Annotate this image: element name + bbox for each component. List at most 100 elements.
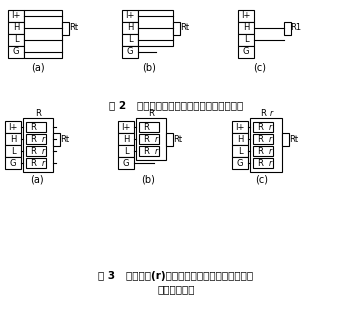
Text: L: L bbox=[244, 35, 248, 44]
Bar bbox=[62, 22, 69, 34]
Text: (c): (c) bbox=[256, 175, 269, 185]
Text: R: R bbox=[143, 122, 149, 131]
Text: R: R bbox=[35, 110, 41, 119]
Text: (b): (b) bbox=[142, 62, 156, 72]
Bar bbox=[122, 22, 138, 34]
Text: r: r bbox=[41, 135, 44, 143]
Text: G: G bbox=[13, 48, 19, 57]
Bar bbox=[166, 132, 173, 146]
Bar bbox=[122, 46, 138, 58]
Text: r: r bbox=[268, 122, 271, 131]
Text: G: G bbox=[10, 158, 16, 167]
Text: R: R bbox=[30, 146, 36, 156]
Bar bbox=[8, 22, 24, 34]
Bar bbox=[26, 158, 46, 168]
Bar bbox=[8, 46, 24, 58]
Bar bbox=[122, 10, 138, 22]
Bar bbox=[118, 145, 134, 157]
Bar bbox=[253, 146, 273, 156]
Bar bbox=[26, 146, 46, 156]
Bar bbox=[238, 22, 254, 34]
Text: r: r bbox=[268, 135, 271, 143]
Bar bbox=[118, 121, 134, 133]
Bar bbox=[232, 121, 248, 133]
Text: I+: I+ bbox=[121, 122, 131, 131]
Bar bbox=[26, 134, 46, 144]
Text: R1: R1 bbox=[291, 23, 301, 33]
Text: R: R bbox=[257, 135, 263, 143]
Text: I+: I+ bbox=[235, 122, 245, 131]
Text: R: R bbox=[257, 122, 263, 131]
Text: L: L bbox=[11, 146, 15, 156]
Text: r: r bbox=[268, 158, 271, 167]
Text: r: r bbox=[268, 146, 271, 156]
Bar bbox=[232, 145, 248, 157]
Bar bbox=[5, 145, 21, 157]
Bar bbox=[284, 22, 291, 34]
Text: H: H bbox=[127, 23, 133, 33]
Text: R: R bbox=[30, 122, 36, 131]
Bar bbox=[238, 34, 254, 46]
Bar bbox=[23, 118, 53, 172]
Text: L: L bbox=[14, 35, 18, 44]
Bar bbox=[139, 146, 159, 156]
Bar bbox=[122, 34, 138, 46]
Text: r: r bbox=[155, 135, 157, 143]
Text: Rt: Rt bbox=[60, 135, 70, 143]
Bar bbox=[118, 157, 134, 169]
Text: Rt: Rt bbox=[180, 23, 190, 33]
Bar bbox=[139, 134, 159, 144]
Text: I+: I+ bbox=[241, 12, 251, 20]
Text: R: R bbox=[257, 146, 263, 156]
Text: G: G bbox=[127, 48, 133, 57]
Text: r: r bbox=[41, 146, 44, 156]
Text: G: G bbox=[243, 48, 249, 57]
Text: G: G bbox=[237, 158, 243, 167]
Bar bbox=[250, 118, 282, 172]
Bar bbox=[24, 10, 62, 58]
Text: Rt: Rt bbox=[173, 135, 183, 143]
Text: (a): (a) bbox=[31, 62, 45, 72]
Text: H: H bbox=[10, 135, 16, 143]
Text: L: L bbox=[128, 35, 132, 44]
Bar bbox=[173, 22, 180, 34]
Text: r: r bbox=[41, 158, 44, 167]
Text: 三种连接方式: 三种连接方式 bbox=[157, 284, 195, 294]
Text: Rt: Rt bbox=[289, 135, 299, 143]
Text: R: R bbox=[30, 135, 36, 143]
Text: I+: I+ bbox=[125, 12, 135, 20]
Bar bbox=[253, 134, 273, 144]
Bar bbox=[232, 133, 248, 145]
Bar bbox=[118, 133, 134, 145]
Text: I+: I+ bbox=[8, 122, 18, 131]
Bar bbox=[253, 158, 273, 168]
Bar bbox=[8, 34, 24, 46]
Text: r: r bbox=[155, 146, 157, 156]
Text: R: R bbox=[143, 135, 149, 143]
Bar bbox=[238, 46, 254, 58]
Bar bbox=[253, 122, 273, 132]
Bar bbox=[282, 132, 289, 146]
Bar bbox=[232, 157, 248, 169]
Text: R: R bbox=[143, 146, 149, 156]
Text: L: L bbox=[238, 146, 242, 156]
Text: Rt: Rt bbox=[70, 23, 79, 33]
Text: R: R bbox=[30, 158, 36, 167]
Text: G: G bbox=[123, 158, 129, 167]
Text: I+: I+ bbox=[11, 12, 21, 20]
Text: r: r bbox=[269, 110, 273, 119]
Bar bbox=[8, 10, 24, 22]
Text: R: R bbox=[257, 158, 263, 167]
Bar bbox=[136, 118, 166, 160]
Bar bbox=[139, 122, 159, 132]
Text: (c): (c) bbox=[253, 62, 267, 72]
Text: 图 2   智能测量前端与热电阻的三种连接方式: 图 2 智能测量前端与热电阻的三种连接方式 bbox=[109, 100, 243, 110]
Text: H: H bbox=[123, 135, 129, 143]
Text: (b): (b) bbox=[141, 175, 155, 185]
Bar bbox=[53, 132, 60, 146]
Bar bbox=[138, 10, 173, 46]
Text: H: H bbox=[237, 135, 243, 143]
Text: R: R bbox=[148, 110, 154, 119]
Text: 图 3   引线电阻(r)较大时智能测量前端与热电阻的: 图 3 引线电阻(r)较大时智能测量前端与热电阻的 bbox=[98, 271, 253, 281]
Text: H: H bbox=[13, 23, 19, 33]
